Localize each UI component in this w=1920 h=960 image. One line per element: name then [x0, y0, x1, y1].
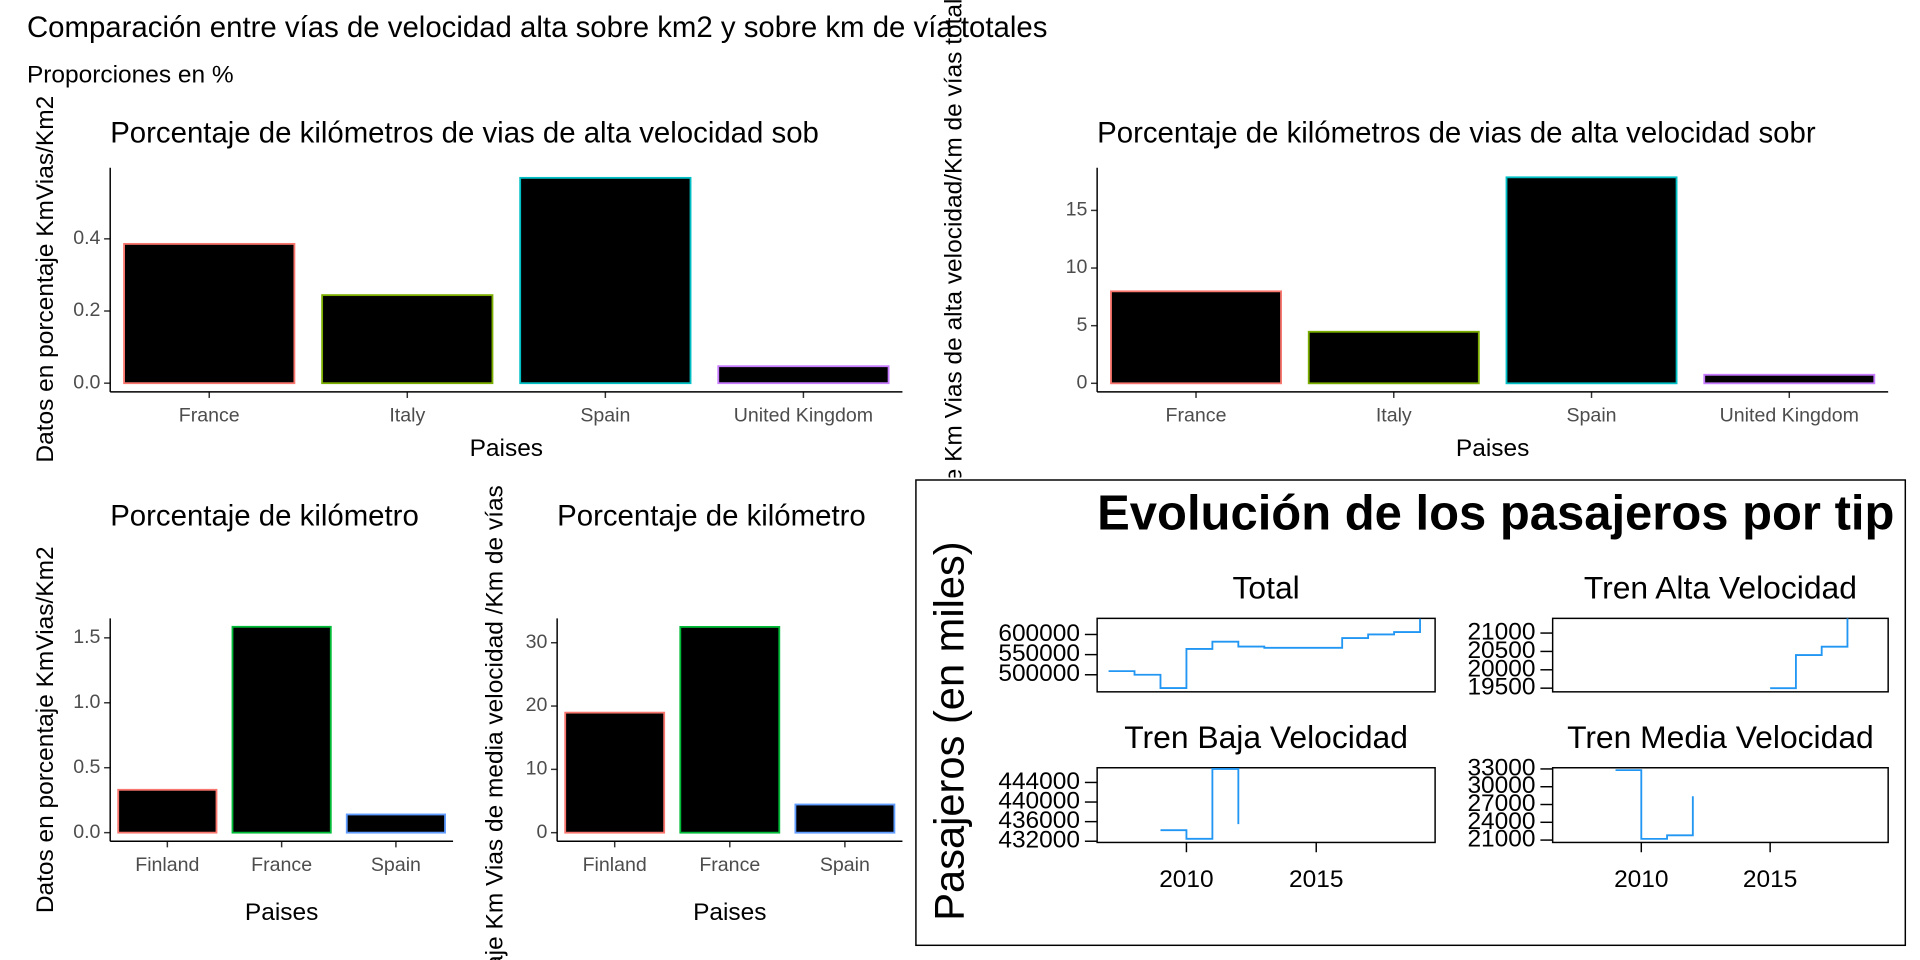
- bar: [1110, 290, 1282, 385]
- y-tick-label: 27000: [1467, 790, 1535, 817]
- chart-title: Porcentaje de kilómetro: [557, 500, 866, 533]
- y-tick-label: 550000: [998, 640, 1080, 667]
- y-axis-label: Porcentaje Km Vias de media velocidad /K…: [481, 406, 508, 960]
- x-tick-label: France: [179, 404, 240, 426]
- y-tick-label: 0: [536, 821, 547, 843]
- x-tick-label: Italy: [1376, 404, 1412, 426]
- y-tick-label: 24000: [1467, 808, 1535, 835]
- y-axis-label: Datos en porcentaje KmVias/Km2: [32, 96, 59, 463]
- x-tick-label: Spain: [820, 854, 870, 876]
- x-tick-label: United Kingdom: [1720, 404, 1859, 426]
- step-line: [1770, 618, 1849, 690]
- y-tick-label: 30: [526, 631, 548, 653]
- y-axis-label: Pasajeros (en miles): [926, 541, 973, 920]
- y-tick-label: 10: [526, 758, 548, 780]
- x-tick-label: France: [251, 854, 312, 876]
- bar: [794, 803, 896, 834]
- x-tick-label: 2015: [1289, 866, 1343, 893]
- bar: [1307, 330, 1480, 385]
- bar: [1703, 373, 1876, 385]
- panel: Porcentaje de kilómetros de vias de alta…: [32, 96, 903, 463]
- y-tick-label: 5: [1076, 314, 1087, 336]
- x-tick-label: Finland: [583, 854, 647, 876]
- y-axis-label: Porcentaje Km Vias de alta velocidad/Km …: [941, 0, 968, 586]
- x-tick-label: Spain: [580, 404, 630, 426]
- chart-title: Porcentaje de kilómetros de vias de alta…: [1097, 116, 1816, 149]
- y-tick-label: 1.0: [73, 691, 100, 713]
- y-tick-label: 0.5: [73, 756, 100, 778]
- bar: [1505, 176, 1678, 385]
- x-tick-label: Spain: [371, 854, 421, 876]
- x-tick-label: United Kingdom: [734, 404, 873, 426]
- y-tick-label: 0.0: [73, 821, 100, 843]
- x-axis-label: Paises: [1456, 435, 1529, 462]
- panel-title: Tren Media Velocidad: [1567, 719, 1874, 755]
- x-tick-label: France: [699, 854, 760, 876]
- x-axis-label: Paises: [470, 435, 543, 462]
- y-tick-label: 10: [1066, 256, 1088, 278]
- y-tick-label: 20: [526, 694, 548, 716]
- x-tick-label: 2010: [1614, 866, 1668, 893]
- bar: [519, 176, 692, 385]
- x-tick-label: Spain: [1566, 404, 1616, 426]
- bar: [231, 625, 332, 834]
- step-line: [1615, 769, 1694, 840]
- y-tick-label: 0.0: [73, 371, 100, 393]
- y-tick-label: 444000: [998, 768, 1080, 795]
- step-line: [1160, 768, 1240, 840]
- bar: [321, 294, 494, 385]
- panel-title: Tren Baja Velocidad: [1124, 719, 1408, 755]
- panel: Evolución de los pasajeros por tip Pasaje…: [926, 487, 1895, 921]
- y-tick-label: 15: [1066, 199, 1088, 221]
- bar: [679, 625, 781, 834]
- bar: [117, 788, 218, 834]
- chart-title: Porcentaje de kilómetro: [110, 500, 419, 533]
- y-tick-label: 0.4: [73, 227, 100, 249]
- chart-title: Evolución de los pasajeros por tip: [1097, 487, 1894, 541]
- y-tick-label: 20000: [1467, 655, 1535, 682]
- bar: [123, 242, 296, 385]
- y-tick-label: 33000: [1467, 754, 1535, 781]
- x-axis-label: Paises: [245, 899, 318, 926]
- y-tick-label: 500000: [998, 660, 1080, 687]
- chart-title: Porcentaje de kilómetros de vias de alta…: [110, 116, 819, 149]
- panel: Porcentaje de kilómetro Datos en porcenta…: [32, 500, 454, 926]
- panel-title: Tren Alta Velocidad: [1584, 570, 1857, 606]
- y-tick-label: 21000: [1467, 826, 1535, 853]
- x-tick-label: France: [1166, 404, 1227, 426]
- panel: Porcentaje de kilómetro Porcentaje Km Via…: [481, 406, 903, 960]
- y-tick-label: 432000: [998, 827, 1080, 854]
- y-tick-label: 1.5: [73, 626, 100, 648]
- figure-title: Comparación entre vías de velocidad alta…: [27, 11, 1047, 44]
- y-tick-label: 440000: [998, 788, 1080, 815]
- x-axis-label: Paises: [693, 899, 766, 926]
- x-tick-label: Italy: [389, 404, 425, 426]
- figure-subtitle: Proporciones en %: [27, 61, 234, 88]
- y-tick-label: 600000: [998, 620, 1080, 647]
- y-tick-label: 20500: [1467, 637, 1535, 664]
- bar: [717, 365, 890, 385]
- y-tick-label: 19500: [1467, 674, 1535, 701]
- bar: [564, 711, 666, 834]
- step-line: [1108, 618, 1421, 689]
- panel-box: [1096, 767, 1436, 844]
- y-tick-label: 21000: [1467, 619, 1535, 646]
- x-tick-label: 2010: [1159, 866, 1213, 893]
- y-axis-label: Datos en porcentaje KmVias/Km2: [32, 546, 59, 913]
- y-tick-label: 30000: [1467, 772, 1535, 799]
- bar: [345, 813, 446, 834]
- y-tick-label: 0.2: [73, 299, 100, 321]
- panel-title: Total: [1233, 570, 1300, 606]
- panel-frame: [915, 479, 1907, 947]
- y-tick-label: 436000: [998, 807, 1080, 834]
- y-tick-label: 0: [1076, 371, 1087, 393]
- panel-box: [1551, 617, 1889, 693]
- x-tick-label: 2015: [1743, 866, 1797, 893]
- panel: Porcentaje de kilómetros de vias de alta…: [941, 0, 1889, 586]
- x-tick-label: Finland: [135, 854, 199, 876]
